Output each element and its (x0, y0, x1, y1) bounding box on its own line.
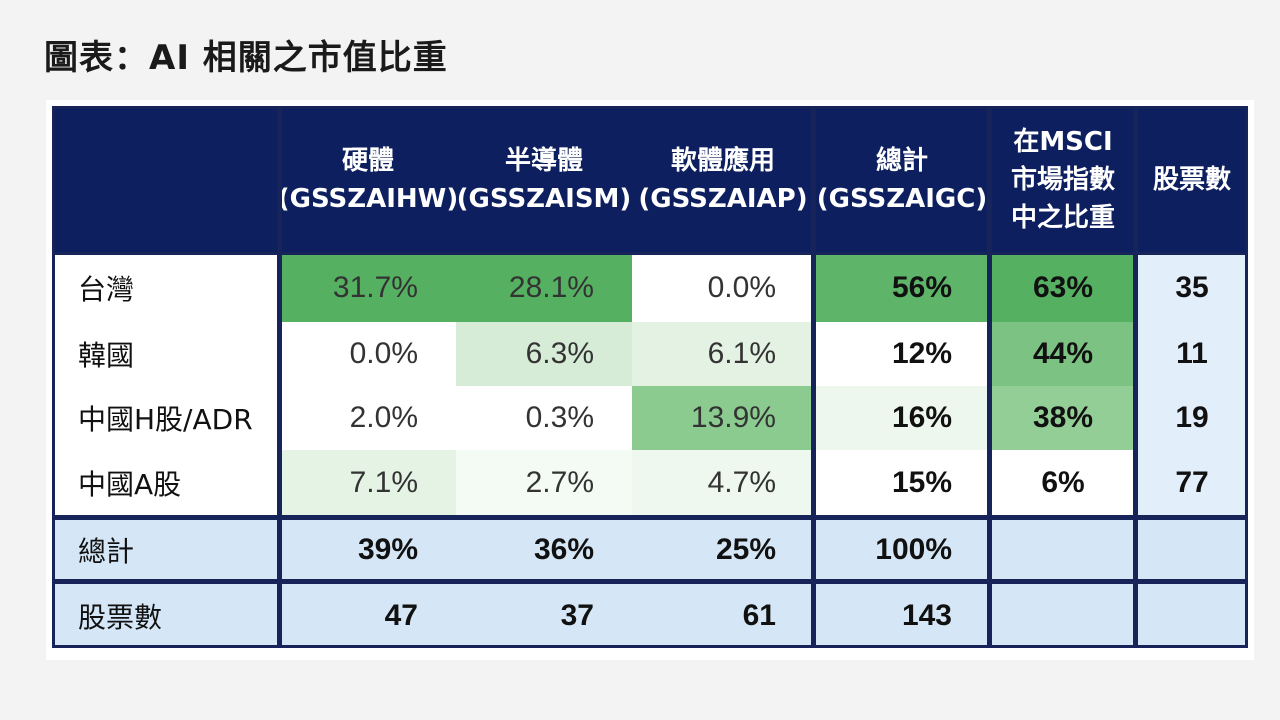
total-cell: 47 (280, 584, 456, 648)
table-cell: 6.3% (456, 322, 632, 386)
table-cell: 0.0% (280, 322, 456, 386)
table-cell: 2.0% (280, 386, 456, 450)
total-cell: 25% (632, 520, 814, 580)
header-corner-cell (52, 106, 280, 254)
total-cell (990, 520, 1136, 580)
table-cell: 6.1% (632, 322, 814, 386)
total-cell: 100% (814, 520, 990, 580)
total-cell: 61 (632, 584, 814, 648)
table-cell: 12% (814, 322, 990, 386)
table-cell: 44% (990, 322, 1136, 386)
table-border-bottom (52, 645, 1248, 648)
header-msci-line3: 中之比重 (1010, 203, 1115, 233)
header-semiconductor: 半導體 (GSSZAISM) (456, 106, 632, 254)
total-cell: 37 (456, 584, 632, 648)
row-label-china-a: 中國A股 (52, 450, 280, 516)
header-stock-count-line1: 股票數 (1152, 165, 1231, 195)
table-cell: 16% (814, 386, 990, 450)
table-cell: 15% (814, 450, 990, 516)
total-cell (1136, 520, 1248, 580)
header-total-line2: (GSSZAIGC) (816, 184, 988, 214)
table-cell: 28.1% (456, 254, 632, 322)
table-cell: 63% (990, 254, 1136, 322)
table-cell: 13.9% (632, 386, 814, 450)
header-hardware-line2: (GSSZAIHW) (277, 184, 459, 214)
row-label-china-h-adr: 中國H股/ADR (52, 386, 280, 450)
total-cell: 39% (280, 520, 456, 580)
table-cell: 19 (1136, 386, 1248, 450)
header-hardware: 硬體 (GSSZAIHW) (277, 106, 459, 254)
header-separator (52, 252, 1248, 255)
header-software-line1: 軟體應用 (670, 146, 775, 176)
header-msci-line2: 市場指數 (1010, 165, 1115, 195)
table-cell: 6% (990, 450, 1136, 516)
total-cell (1136, 584, 1248, 648)
header-msci-line1: 在MSCI (1013, 127, 1113, 157)
table-cell: 35 (1136, 254, 1248, 322)
table-cell: 31.7% (280, 254, 456, 322)
row-label-taiwan: 台灣 (52, 254, 280, 322)
table-cell: 56% (814, 254, 990, 322)
header-semiconductor-line1: 半導體 (504, 146, 583, 176)
header-software: 軟體應用 (GSSZAIAP) (632, 106, 814, 254)
table-border-left (52, 106, 55, 648)
total-cell (990, 584, 1136, 648)
table-border-top (52, 106, 1248, 109)
row-label-stock-count: 股票數 (52, 584, 280, 648)
market-cap-table: 硬體 (GSSZAIHW) 半導體 (GSSZAISM) 軟體應用 (GSSZA… (46, 100, 1254, 660)
table-border-right (1245, 106, 1248, 648)
page-title: 圖表：AI 相關之市值比重 (44, 38, 448, 78)
total-cell: 143 (814, 584, 990, 648)
header-total: 總計 (GSSZAIGC) (814, 106, 990, 254)
header-software-line2: (GSSZAIAP) (638, 184, 808, 214)
table-cell: 2.7% (456, 450, 632, 516)
header-total-line1: 總計 (875, 146, 928, 176)
totals-row-separator (52, 579, 1248, 584)
table-cell: 4.7% (632, 450, 814, 516)
header-semiconductor-line2: (GSSZAISM) (456, 184, 632, 214)
column-separator (987, 106, 992, 648)
row-label-total: 總計 (52, 520, 280, 580)
header-msci-weight: 在MSCI 市場指數 中之比重 (990, 106, 1136, 254)
table-cell: 77 (1136, 450, 1248, 516)
table-cell: 38% (990, 386, 1136, 450)
table-cell: 7.1% (280, 450, 456, 516)
column-separator (277, 106, 282, 648)
column-separator (811, 106, 816, 648)
totals-separator (52, 515, 1248, 520)
total-cell: 36% (456, 520, 632, 580)
table-cell: 0.3% (456, 386, 632, 450)
header-hardware-line1: 硬體 (342, 146, 395, 176)
row-label-korea: 韓國 (52, 322, 280, 386)
table-cell: 0.0% (632, 254, 814, 322)
table-cell: 11 (1136, 322, 1248, 386)
header-stock-count: 股票數 (1136, 106, 1248, 254)
column-separator (1133, 106, 1138, 648)
